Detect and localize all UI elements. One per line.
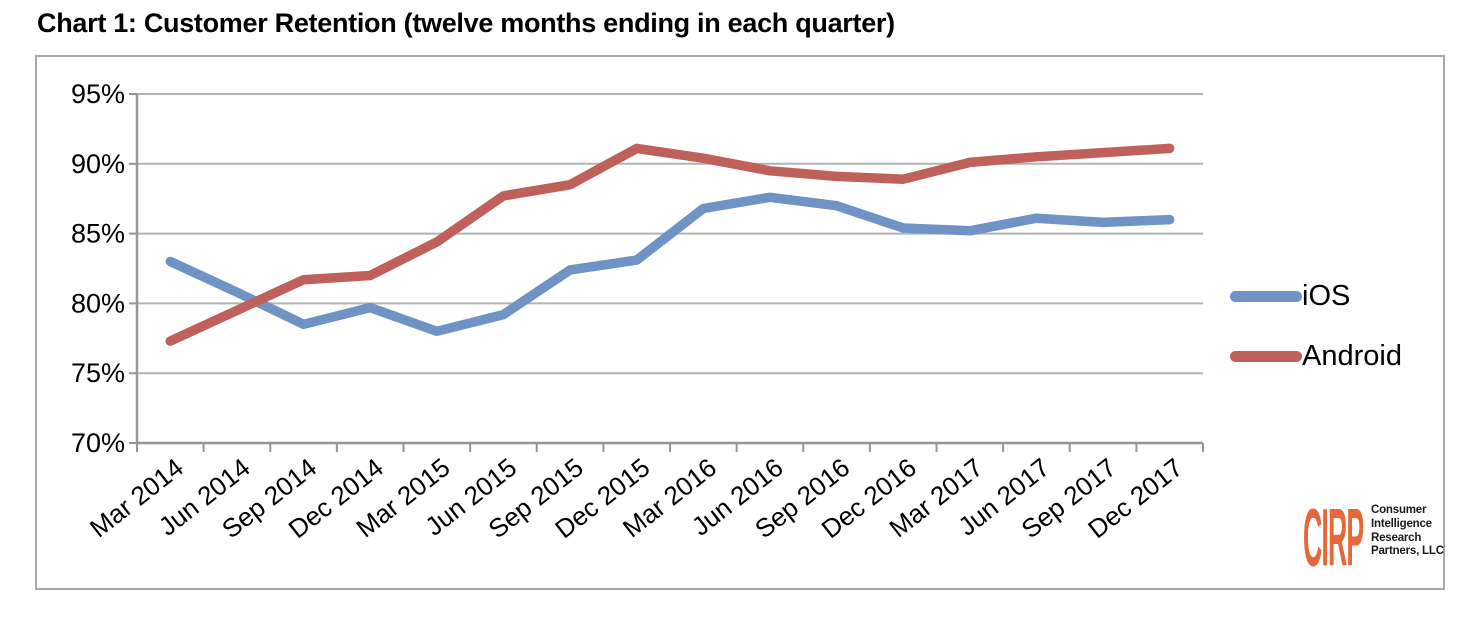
android-line — [165, 143, 1175, 346]
cirp-logo-text: Consumer Intelligence Research Partners,… — [1371, 504, 1444, 559]
y-axis-label: 90% — [71, 149, 125, 179]
y-axis-label: 70% — [71, 428, 125, 458]
cirp-logo-brand: CIRP — [1303, 492, 1364, 584]
y-axis-label: 85% — [71, 219, 125, 249]
legend-item-android: Android — [1230, 339, 1440, 373]
legend-item-ios: iOS — [1230, 279, 1440, 313]
legend-label-ios: iOS — [1302, 279, 1351, 312]
android-line-swatch — [1230, 350, 1302, 362]
cirp-logo-text-line: Intelligence — [1371, 517, 1432, 530]
chart-frame: 70% 75% 80% 85% 90% 95% Mar 2014 Jun 2014 Sep 20… — [35, 55, 1445, 590]
cirp-logo-text-line: Partners, LLC — [1371, 545, 1444, 558]
y-axis-label: 80% — [71, 288, 125, 318]
chart-title: Chart 1: Customer Retention (twelve mont… — [37, 8, 895, 38]
y-axis-label: 95% — [71, 79, 125, 109]
cirp-logo-text-line: Consumer — [1371, 504, 1427, 516]
cirp-logo: CIRP Consumer Intelligence Research Part… — [1303, 492, 1466, 584]
cirp-logo-text-line: Research — [1371, 531, 1422, 544]
chart-legend: iOS Android — [1230, 279, 1440, 399]
ios-line — [165, 192, 1175, 337]
y-axis-label: 75% — [71, 358, 125, 388]
legend-label-android: Android — [1302, 339, 1402, 372]
ios-line-swatch — [1230, 290, 1302, 302]
